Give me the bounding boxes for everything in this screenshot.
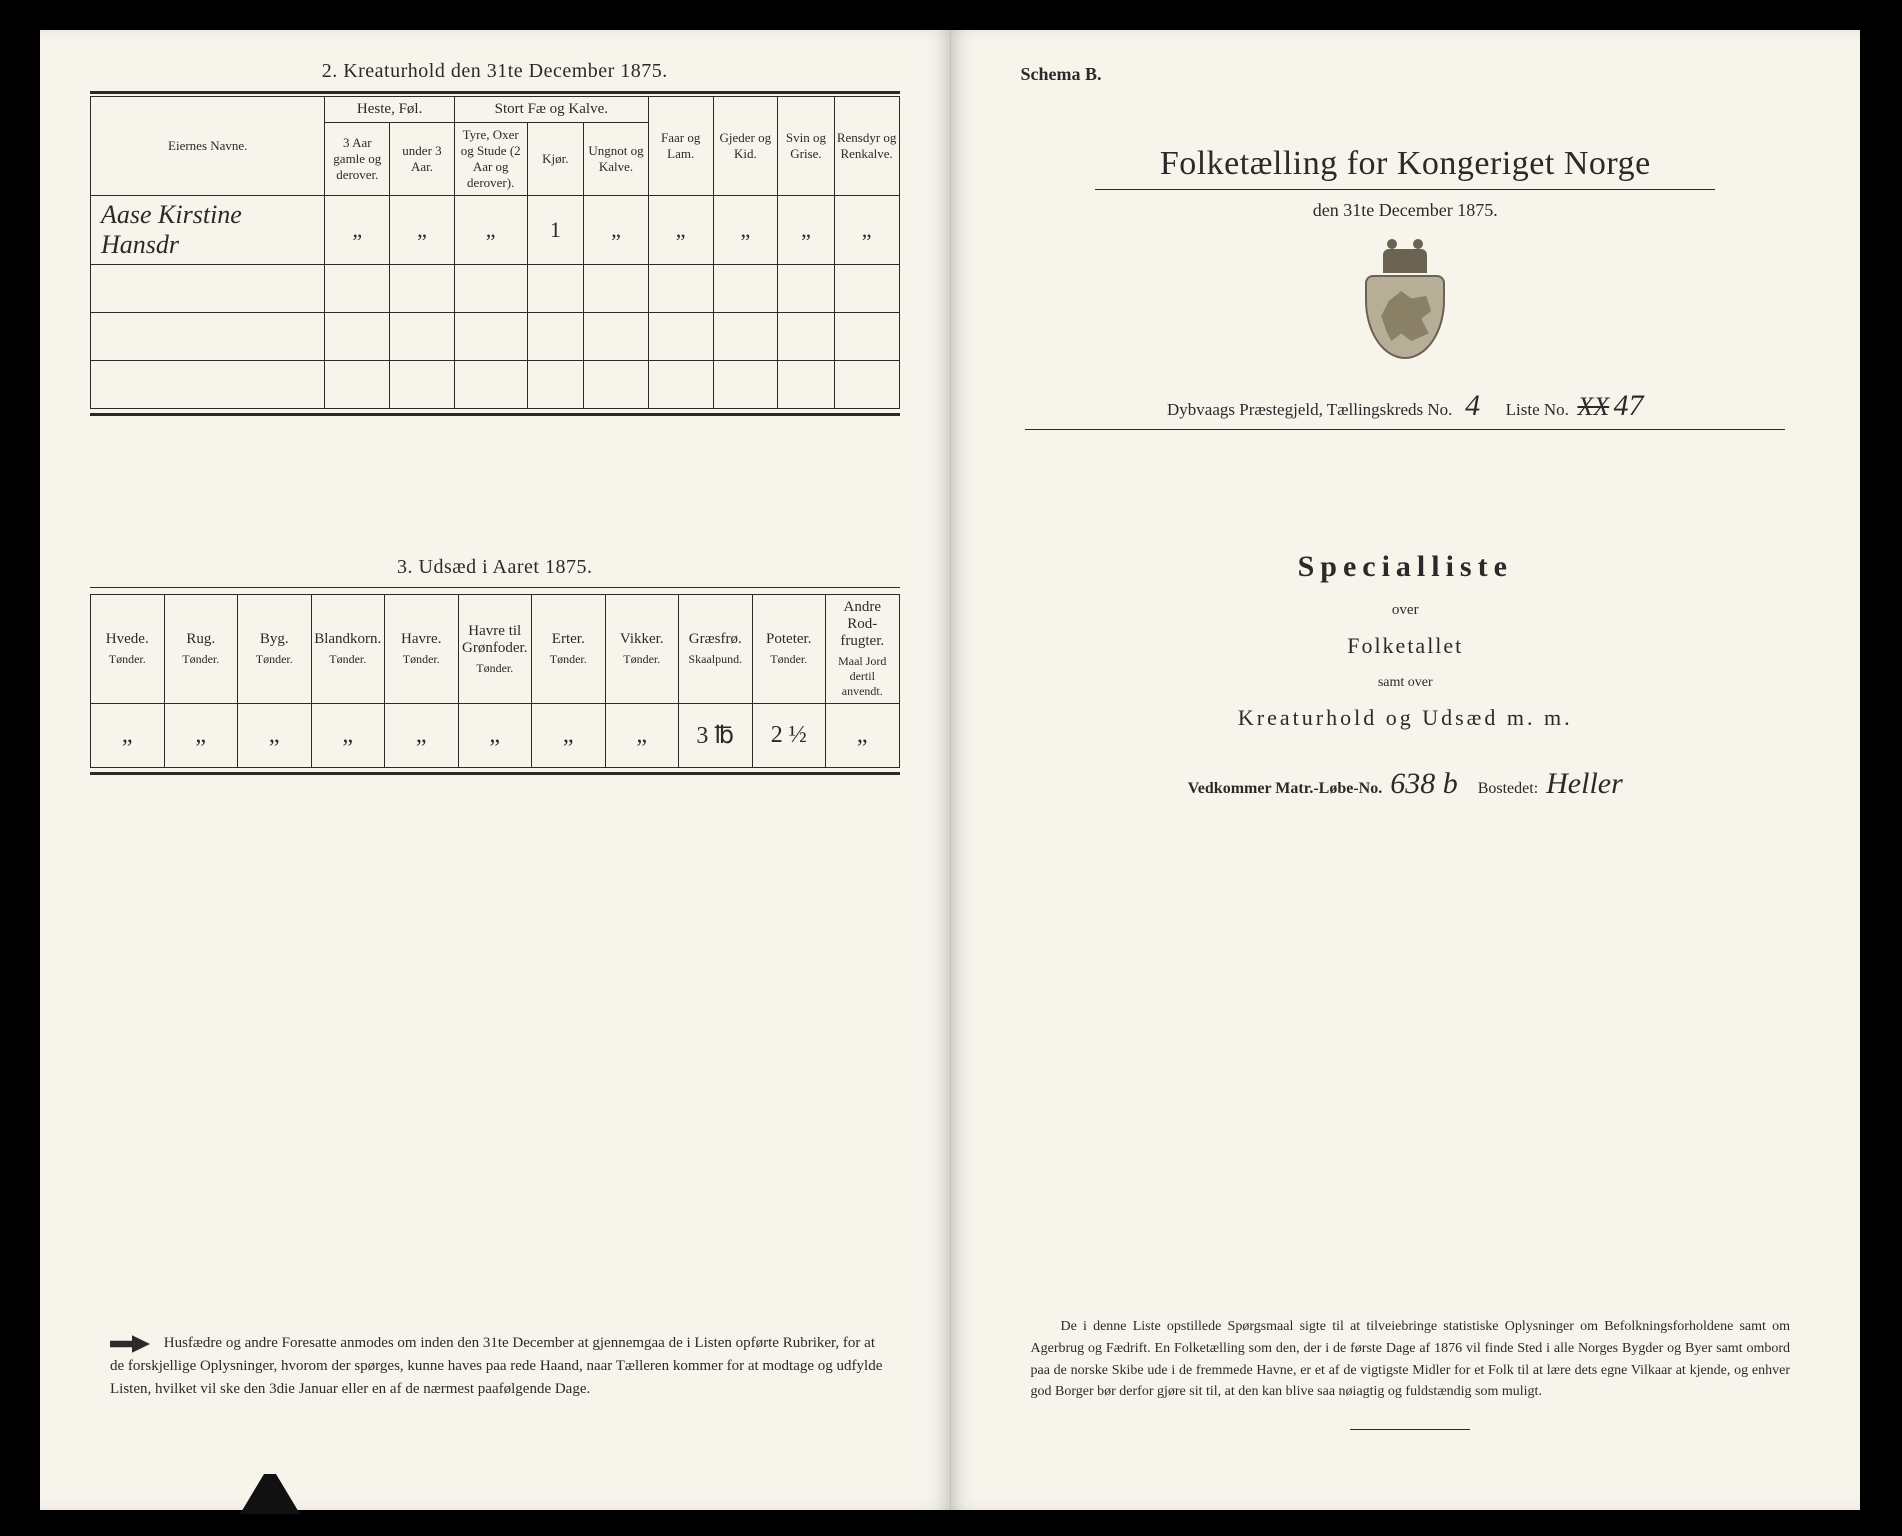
col-h2: under 3 Aar. [390,123,455,196]
col-faar: Faar og Lam. [648,97,713,196]
owner-name: Aase Kirstine Hansdr [91,196,325,265]
footer-text: De i denne Liste opstillede Spørgsmaal s… [1031,1319,1791,1399]
table-row: Aase Kirstine Hansdr „ „ „ 1 „ „ „ „ „ [91,196,900,265]
uds-col: Poteter.Tønder. [752,595,826,704]
cell: „ [826,704,900,768]
folketallet: Folketallet [1001,633,1811,659]
book-spread: 2. Kreaturhold den 31te December 1875. E… [40,30,1860,1510]
footnote-text: Husfædre og andre Foresatte anmodes om i… [110,1335,882,1396]
cell: „ [454,196,527,265]
matr-no: 638 b [1390,767,1458,800]
uds-col: Byg.Tønder. [238,595,312,704]
uds-col: Andre Rod-frugter.Maal Jord dertil anven… [826,595,900,704]
cell: „ [325,196,390,265]
col-f2: Kjør. [527,123,584,196]
table-row [91,361,900,409]
kreatur-table: Eiernes Navne. Heste, Føl. Stort Fæ og K… [90,96,900,409]
kreds-no: 4 [1465,389,1480,422]
left-footnote: Husfædre og andre Foresatte anmodes om i… [110,1332,890,1400]
cell: 3 ℔ [679,704,753,768]
main-title: Folketælling for Kongeriget Norge [1001,145,1811,183]
section3-rule [90,587,900,588]
cell: „ [584,196,649,265]
col-name: Eiernes Navne. [91,97,325,196]
table-row [91,313,900,361]
over: over [1001,602,1811,619]
cell: „ [91,704,165,768]
udsaed-data-row: „ „ „ „ „ „ „ „ 3 ℔ 2 ½ „ [91,704,900,768]
cell: „ [390,196,455,265]
kreds-rule [1025,429,1785,430]
section3-title: 3. Udsæd i Aaret 1875. [90,556,900,579]
liste-no: 47 [1613,389,1643,422]
cell: „ [648,196,713,265]
col-f1: Tyre, Oxer og Stude (2 Aar og derover). [454,123,527,196]
table-row [91,265,900,313]
grp-heste: Heste, Føl. [325,97,454,123]
cell: „ [713,196,778,265]
samt-over: samt over [1001,675,1811,691]
right-footer: De i denne Liste opstillede Spørgsmaal s… [1031,1316,1791,1430]
bosted-label: Bostedet: [1478,780,1538,797]
uds-col: Erter.Tønder. [532,595,606,704]
right-page: Schema B. Folketælling for Kongeriget No… [951,30,1861,1510]
cell: „ [311,704,385,768]
title-rule [1095,189,1715,190]
section2-title: 2. Kreaturhold den 31te December 1875. [90,60,900,83]
cell: 2 ½ [752,704,826,768]
col-svin: Svin og Grise. [778,97,835,196]
col-rens: Rensdyr og Renkalve. [834,97,899,196]
cell: „ [238,704,312,768]
section2-rule [90,91,900,94]
cell: „ [458,704,532,768]
cell: „ [605,704,679,768]
cell: „ [532,704,606,768]
cell: „ [385,704,459,768]
uds-col: Hvede.Tønder. [91,595,165,704]
uds-col: Havre til Grønfoder.Tønder. [458,595,532,704]
uds-col: Rug.Tønder. [164,595,238,704]
cell: „ [834,196,899,265]
uds-col: Blandkorn.Tønder. [311,595,385,704]
col-f3: Ungnot og Kalve. [584,123,649,196]
col-gjed: Gjeder og Kid. [713,97,778,196]
cell: 1 [527,196,584,265]
pointing-hand-icon [110,1333,150,1355]
bosted: Heller [1546,767,1623,800]
end-rule [1350,1429,1470,1430]
cell: „ [778,196,835,265]
kreaturhold: Kreaturhold og Udsæd m. m. [1001,705,1811,731]
udsaed-table: Hvede.Tønder. Rug.Tønder. Byg.Tønder. Bl… [90,594,900,768]
grp-fae: Stort Fæ og Kalve. [454,97,648,123]
binder-clip-icon [240,1474,300,1514]
left-page: 2. Kreaturhold den 31te December 1875. E… [40,30,951,1510]
section3-end-rule [90,772,900,775]
schema-label: Schema B. [1021,64,1811,85]
coat-of-arms-icon [1362,249,1448,359]
liste-label: Liste No. [1506,400,1569,419]
kreds-line: Dybvaags Præstegjeld, Tællingskreds No. … [1001,389,1811,423]
uds-col: Vikker.Tønder. [605,595,679,704]
section3: 3. Udsæd i Aaret 1875. Hvede.Tønder. Rug… [90,556,900,775]
liste-strike: XX [1577,392,1609,421]
specialliste: Specialliste [1001,550,1811,584]
vedk-label: Vedkommer Matr.-Løbe-No. [1188,780,1383,797]
udsaed-header-row: Hvede.Tønder. Rug.Tønder. Byg.Tønder. Bl… [91,595,900,704]
sub-date: den 31te December 1875. [1001,200,1811,221]
kreds-prefix: Dybvaags Præstegjeld, Tællingskreds No. [1167,400,1452,419]
vedkommer-line: Vedkommer Matr.-Løbe-No. 638 b Bostedet:… [1001,767,1811,801]
cell: „ [164,704,238,768]
section2-end-rule [90,413,900,416]
uds-col: Havre.Tønder. [385,595,459,704]
uds-col: Græsfrø.Skaalpund. [679,595,753,704]
col-h1: 3 Aar gamle og derover. [325,123,390,196]
